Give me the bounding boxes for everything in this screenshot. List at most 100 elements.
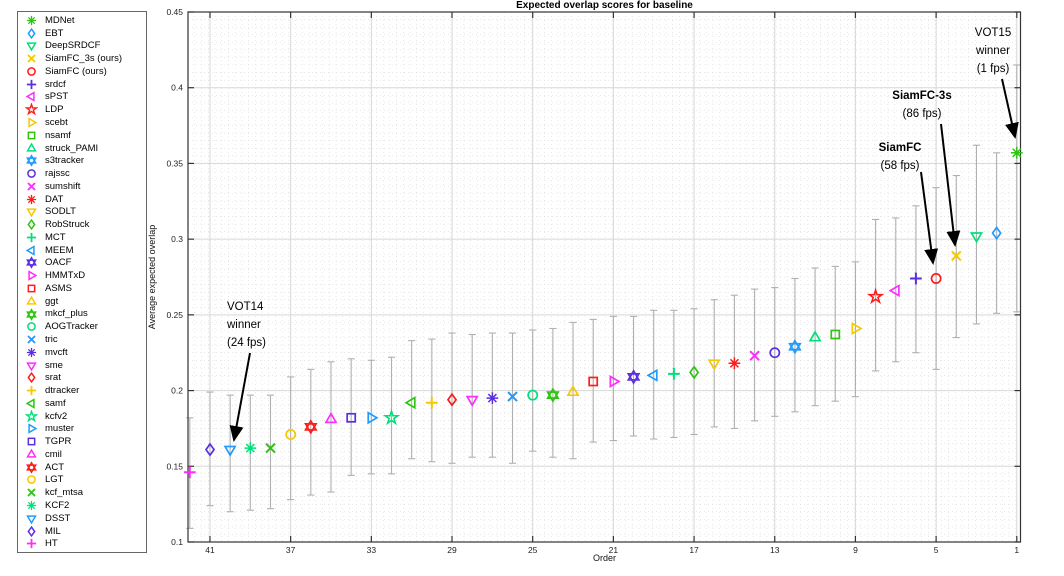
legend-item-LDP: LDP: [18, 103, 146, 116]
square-marker-icon: [18, 435, 45, 448]
marker-HT: [183, 466, 196, 479]
marker-scebt: [851, 321, 863, 336]
ann-vot14-winner: VOT14 winner (24 fps): [226, 301, 266, 442]
legend-item-scebt: scebt: [18, 116, 146, 129]
errorbar-MEEM: [650, 309, 658, 440]
marker-ASMS: [588, 376, 599, 387]
x-tick-label: 41: [205, 545, 215, 555]
legend-label: scebt: [45, 117, 68, 128]
tri-up-marker-icon: [18, 295, 45, 308]
legend-label: kcf_mtsa: [45, 487, 84, 499]
legend-item-kcf_mtsa: kcf_mtsa: [18, 486, 146, 499]
diamond-marker-icon: [18, 525, 45, 538]
marker-MIL: [204, 442, 216, 457]
diamond-marker-icon: [18, 218, 45, 231]
marker-OACF: [626, 369, 641, 385]
errorbar-EBT: [993, 152, 1001, 314]
legend-label: DSST: [45, 512, 71, 524]
x-marker-icon: [18, 333, 45, 346]
legend-item-samf: samf: [18, 397, 146, 410]
legend-item-dtracker: dtracker: [18, 384, 146, 397]
legend-label: cmil: [45, 448, 62, 460]
legend-item-s3tracker: s3tracker: [18, 154, 146, 168]
legend-label: ACT: [45, 461, 64, 473]
legend-item-MIL: MIL: [18, 525, 146, 538]
x-tick-label: 1: [1014, 545, 1019, 555]
errorbar-struck_PAMI: [811, 267, 819, 407]
legend-label: DAT: [45, 193, 64, 205]
marker-samf: [404, 396, 416, 410]
errorbar-DeepSRDCF: [972, 144, 981, 325]
legend-item-KCF2: KCF2: [18, 499, 146, 512]
errorbar-scebt: [851, 261, 860, 398]
star6-marker-icon: [18, 256, 45, 270]
legend-label: MEEM: [45, 244, 74, 256]
marker-kcfv2: [382, 408, 401, 426]
legend-item-SODLT: SODLT: [18, 205, 146, 218]
ann-vot14-winner-arrow: [229, 352, 251, 442]
errorbar-ASMS: [589, 318, 597, 443]
legend-item-MCT: MCT: [18, 231, 146, 244]
x-tick-label: 13: [770, 545, 780, 555]
legend-item-AOGTracker: AOGTracker: [18, 320, 146, 333]
tri-down-marker-icon: [18, 205, 45, 218]
legend-label: HT: [45, 538, 58, 550]
y-tick-label: 0.4: [171, 83, 183, 93]
errorbar-DSST: [226, 394, 234, 513]
legend-item-tric: tric: [18, 333, 146, 346]
x-tick-label: 9: [853, 545, 858, 555]
legend-item-ggt: ggt: [18, 295, 146, 308]
legend-item-MDNet: MDNet: [18, 14, 146, 27]
star6-marker-icon: [18, 460, 45, 474]
marker-SODLT: [707, 359, 721, 371]
ann-siamfc-3s-arrow: [940, 123, 961, 247]
legend-item-ACT: ACT: [18, 460, 146, 474]
x-tick-label: 17: [689, 545, 699, 555]
tri-down-marker-icon: [18, 512, 45, 525]
asterisk-marker-icon: [18, 346, 45, 359]
legend-item-MEEM: MEEM: [18, 244, 146, 257]
legend-label: mvcft: [45, 346, 68, 358]
legend-label: sumshift: [45, 180, 81, 192]
star6-marker-icon: [18, 307, 45, 321]
errorbar-RobStruck: [690, 308, 698, 436]
legend-label: SiamFC (ours): [45, 65, 107, 77]
marker-muster: [367, 411, 379, 425]
circle-marker-icon: [18, 320, 45, 333]
x-tick-label: 5: [934, 545, 939, 555]
legend-label: LDP: [45, 104, 64, 116]
legend-label: srat: [45, 372, 61, 384]
tri-right-marker-icon: [18, 422, 45, 435]
marker-MEEM: [646, 368, 658, 382]
error-bars: [186, 64, 1021, 529]
errorbar-OACF: [629, 315, 638, 437]
x-axis-label: Order: [592, 553, 616, 563]
circle-marker-icon: [18, 473, 45, 486]
y-tick-label: 0.25: [166, 310, 183, 320]
x-tick-label: 33: [367, 545, 377, 555]
ann-siamfc-3s-text-line: (86 fps): [903, 108, 942, 120]
tri-left-marker-icon: [18, 397, 45, 410]
marker-MDNet: [1010, 146, 1023, 159]
ann-vot14-winner-text-line: (24 fps): [227, 337, 266, 349]
marker-KCF2: [244, 442, 257, 454]
legend-item-nsamf: nsamf: [18, 129, 146, 142]
marker-SiamFC_3s (ours): [951, 250, 962, 261]
errorbar-sPST: [892, 217, 900, 363]
legend-item-muster: muster: [18, 423, 146, 436]
ann-siamfc-arrow: [920, 171, 939, 265]
tri-down-marker-icon: [18, 359, 45, 372]
legend-item-HT: HT: [18, 537, 146, 550]
errorbar-s3tracker: [791, 277, 799, 413]
legend-label: kcfv2: [45, 410, 68, 422]
errorbar-SODLT: [710, 299, 718, 428]
legend-label: MCT: [45, 231, 66, 243]
legend-item-LGT: LGT: [18, 474, 146, 487]
marker-ACT: [304, 419, 318, 435]
legend-label: sme: [45, 359, 63, 371]
marker-DSST: [223, 445, 237, 457]
legend-label: s3tracker: [45, 155, 85, 167]
asterisk-marker-icon: [18, 193, 45, 206]
legend-label: ASMS: [45, 282, 72, 294]
